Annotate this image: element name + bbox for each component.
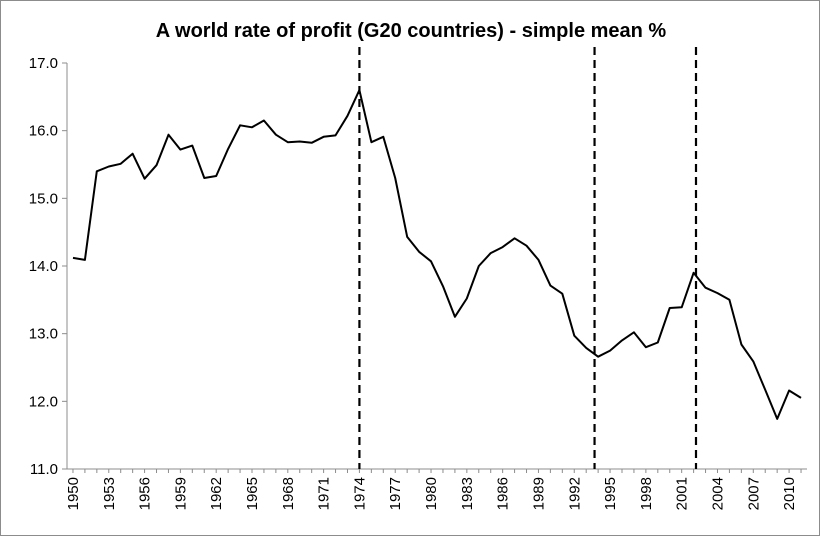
y-tick-label: 15.0 bbox=[29, 190, 58, 207]
x-tick-label: 1968 bbox=[280, 477, 297, 510]
x-tick-label: 1959 bbox=[172, 477, 189, 510]
axes bbox=[66, 63, 807, 470]
series-group bbox=[72, 89, 802, 420]
x-tick-label: 1995 bbox=[602, 477, 619, 510]
x-tick-label: 2001 bbox=[674, 477, 691, 510]
x-tick-label: 1956 bbox=[137, 477, 154, 510]
y-tick-label: 13.0 bbox=[29, 326, 58, 343]
x-tick-label: 1962 bbox=[208, 477, 225, 510]
x-tick-label: 1986 bbox=[495, 477, 512, 510]
y-axis-ticks: 11.0 12.0 13.0 14.0 15.0 16.0 17.0 bbox=[29, 55, 67, 478]
x-tick-label: 1998 bbox=[638, 477, 655, 510]
x-tick-label: 1965 bbox=[244, 477, 261, 510]
x-tick-label: 1953 bbox=[101, 477, 118, 510]
x-tick-label: 1977 bbox=[387, 477, 404, 510]
x-tick-label: 1950 bbox=[65, 477, 82, 510]
series-line bbox=[72, 89, 802, 420]
x-tick-label: 1992 bbox=[566, 477, 583, 510]
vertical-markers bbox=[358, 47, 698, 469]
y-tick-label: 16.0 bbox=[29, 123, 58, 140]
x-tick-label: 1974 bbox=[351, 477, 368, 510]
x-tick-label: 1971 bbox=[316, 477, 333, 510]
x-axis-ticks: 1950 1953 1956 1959 1962 1965 1968 1971 1974 1977… bbox=[65, 469, 802, 510]
y-tick-label: 12.0 bbox=[29, 393, 58, 410]
y-tick-label: 17.0 bbox=[29, 55, 58, 72]
x-tick-label: 1980 bbox=[423, 477, 440, 510]
chart-title: A world rate of profit (G20 countries) -… bbox=[156, 20, 667, 42]
y-tick-label: 11.0 bbox=[30, 461, 58, 478]
x-tick-label: 1989 bbox=[530, 477, 547, 510]
x-tick-label: 2010 bbox=[781, 477, 798, 510]
x-tick-label: 2007 bbox=[745, 477, 762, 510]
y-tick-label: 14.0 bbox=[29, 258, 58, 275]
x-tick-label: 1983 bbox=[459, 477, 476, 510]
x-tick-label: 2004 bbox=[709, 477, 726, 510]
